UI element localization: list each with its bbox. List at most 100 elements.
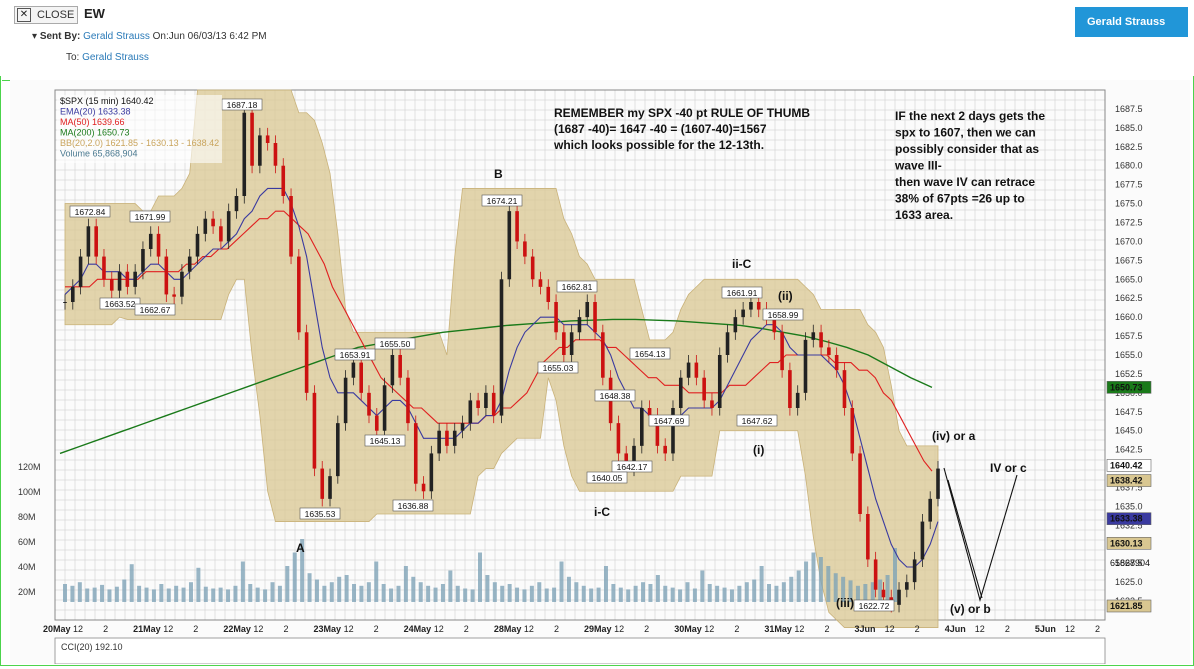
collapse-icon[interactable]: ▾ xyxy=(32,31,38,42)
price-candle xyxy=(63,302,67,303)
volume-bar xyxy=(855,585,860,602)
volume-bar xyxy=(77,582,82,602)
volume-bar xyxy=(670,587,675,602)
x-tick-label: 12 xyxy=(73,624,83,634)
y-tick-label: 1642.5 xyxy=(1115,445,1143,455)
price-candle xyxy=(351,362,356,378)
volume-bar xyxy=(455,585,460,602)
price-candle xyxy=(141,249,145,272)
volume-bar xyxy=(107,589,112,602)
close-button[interactable]: ✕ CLOSE xyxy=(14,6,78,24)
price-candle xyxy=(725,332,730,355)
price-candle xyxy=(219,226,223,242)
x-tick-label: 2 xyxy=(554,624,559,634)
volume-bar xyxy=(648,584,653,602)
volume-bar xyxy=(359,585,364,602)
volume-bar xyxy=(826,566,831,602)
cci-panel xyxy=(54,637,1106,665)
price-tag-label: 1640.42 xyxy=(1110,460,1143,470)
volume-bar xyxy=(566,576,571,602)
x-tick-label: 2 xyxy=(1005,624,1010,634)
x-tick-label: 5Jun xyxy=(1035,624,1056,634)
price-candle xyxy=(304,332,309,393)
volume-tick-label: 20M xyxy=(18,587,36,597)
y-tick-label: 1685.0 xyxy=(1115,123,1143,133)
point-label: 1674.21 xyxy=(487,196,518,206)
y-tick-label: 1647.5 xyxy=(1115,407,1143,417)
sender-link[interactable]: Gerald Strauss xyxy=(83,31,150,42)
x-tick-label: 2 xyxy=(824,624,829,634)
price-tag-label: 1633.38 xyxy=(1110,514,1143,524)
price-tag-box xyxy=(1106,599,1152,613)
projection-line xyxy=(943,467,1018,603)
price-candle xyxy=(920,521,925,560)
price-candle xyxy=(640,408,644,446)
volume-bar xyxy=(292,552,297,602)
volume-bar xyxy=(411,576,416,602)
volume-bar xyxy=(137,585,142,602)
price-candle xyxy=(538,279,543,287)
wave-label: (i) xyxy=(753,443,764,457)
point-label-box xyxy=(374,337,416,350)
price-candle xyxy=(148,233,153,249)
price-candle xyxy=(897,589,901,605)
y-tick-label: 1625.0 xyxy=(1115,577,1143,587)
x-tick-label: 2 xyxy=(193,624,198,634)
price-candle xyxy=(834,355,839,371)
annotation-left-line: which looks possible for the 12-13th. xyxy=(553,138,764,152)
price-candle xyxy=(234,196,239,212)
user-account-button[interactable]: Gerald Strauss xyxy=(1075,7,1188,37)
price-candle xyxy=(562,332,566,355)
x-tick-label: 22May xyxy=(223,624,251,634)
annotation-right-line: IF the next 2 days gets the xyxy=(895,109,1045,123)
wave-label: (iv) or a xyxy=(932,429,976,443)
price-candle xyxy=(156,233,161,257)
volume-bar xyxy=(885,575,890,602)
price-candle xyxy=(242,112,247,196)
x-tick-label: 12 xyxy=(704,624,714,634)
to-label: To: xyxy=(66,52,80,63)
y-tick-label: 1660.0 xyxy=(1115,312,1143,322)
point-label-box xyxy=(594,389,636,402)
x-tick-label: 24May xyxy=(404,624,432,634)
volume-bar xyxy=(374,561,379,602)
y-tick-label: 1672.5 xyxy=(1115,218,1143,228)
price-candle xyxy=(187,256,192,272)
x-tick-label: 12 xyxy=(163,624,173,634)
volume-bar xyxy=(574,582,579,602)
x-tick-label: 20May xyxy=(43,624,71,634)
volume-bar xyxy=(92,587,97,602)
volume-bar xyxy=(781,582,786,602)
y-tick-label: 1682.5 xyxy=(1115,142,1143,152)
price-candle xyxy=(499,279,504,416)
volume-bar xyxy=(537,582,542,602)
price-candle xyxy=(460,423,465,431)
volume-bar xyxy=(685,582,690,602)
price-candle xyxy=(86,226,91,257)
price-candle xyxy=(125,271,130,287)
annotation-left-line: REMEMBER my SPX -40 pt RULE OF THUMB xyxy=(554,106,810,120)
volume-bar xyxy=(122,579,127,602)
volume-bar xyxy=(759,566,764,602)
point-label-box xyxy=(586,471,628,484)
price-tag-box xyxy=(1106,512,1152,525)
recipient-link[interactable]: Gerald Strauss xyxy=(82,52,149,63)
legend-entry: EMA(20) 1633.38 xyxy=(60,107,131,117)
y-tick-label: 1657.5 xyxy=(1115,331,1143,341)
volume-bar xyxy=(314,579,319,602)
volume-bar xyxy=(426,585,431,602)
annotation-right-line: 1633 area. xyxy=(895,208,953,222)
point-label-box xyxy=(762,308,804,321)
to-row: To: Gerald Strauss xyxy=(66,52,149,63)
price-candle xyxy=(250,112,254,166)
price-candle xyxy=(772,317,777,333)
point-label-box xyxy=(611,460,653,473)
point-label-box xyxy=(392,499,434,512)
volume-bar xyxy=(789,576,794,602)
price-candle xyxy=(413,423,418,484)
price-candle xyxy=(827,347,831,355)
volume-bar xyxy=(307,573,312,602)
price-candle xyxy=(569,332,574,355)
legend-entry: BB(20,2.0) 1621.85 - 1630.13 - 1638.42 xyxy=(60,138,219,148)
volume-bar xyxy=(678,589,683,602)
